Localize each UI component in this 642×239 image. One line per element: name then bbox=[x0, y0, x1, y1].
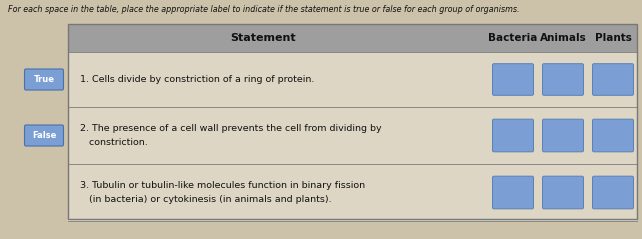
Text: 1. Cells divide by constriction of a ring of protein.: 1. Cells divide by constriction of a rin… bbox=[80, 75, 315, 84]
FancyBboxPatch shape bbox=[24, 69, 64, 90]
FancyBboxPatch shape bbox=[492, 64, 534, 95]
Text: Animals: Animals bbox=[540, 33, 586, 43]
FancyBboxPatch shape bbox=[68, 24, 637, 52]
FancyBboxPatch shape bbox=[24, 125, 64, 146]
Text: False: False bbox=[32, 131, 56, 140]
FancyBboxPatch shape bbox=[68, 52, 637, 107]
FancyBboxPatch shape bbox=[542, 176, 584, 209]
Text: Statement: Statement bbox=[230, 33, 296, 43]
FancyBboxPatch shape bbox=[492, 176, 534, 209]
FancyBboxPatch shape bbox=[68, 164, 637, 221]
FancyBboxPatch shape bbox=[593, 64, 634, 95]
Text: Plants: Plants bbox=[594, 33, 632, 43]
Text: For each space in the table, place the appropriate label to indicate if the stat: For each space in the table, place the a… bbox=[8, 5, 519, 14]
FancyBboxPatch shape bbox=[68, 107, 637, 164]
Text: constriction.: constriction. bbox=[80, 138, 148, 147]
FancyBboxPatch shape bbox=[593, 176, 634, 209]
FancyBboxPatch shape bbox=[593, 119, 634, 152]
Text: (in bacteria) or cytokinesis (in animals and plants).: (in bacteria) or cytokinesis (in animals… bbox=[80, 195, 332, 204]
FancyBboxPatch shape bbox=[542, 119, 584, 152]
FancyBboxPatch shape bbox=[492, 119, 534, 152]
FancyBboxPatch shape bbox=[542, 64, 584, 95]
Text: 3. Tubulin or tubulin-like molecules function in binary fission: 3. Tubulin or tubulin-like molecules fun… bbox=[80, 181, 365, 190]
Text: True: True bbox=[33, 75, 55, 84]
Text: Bacteria: Bacteria bbox=[489, 33, 538, 43]
Text: 2. The presence of a cell wall prevents the cell from dividing by: 2. The presence of a cell wall prevents … bbox=[80, 124, 381, 133]
